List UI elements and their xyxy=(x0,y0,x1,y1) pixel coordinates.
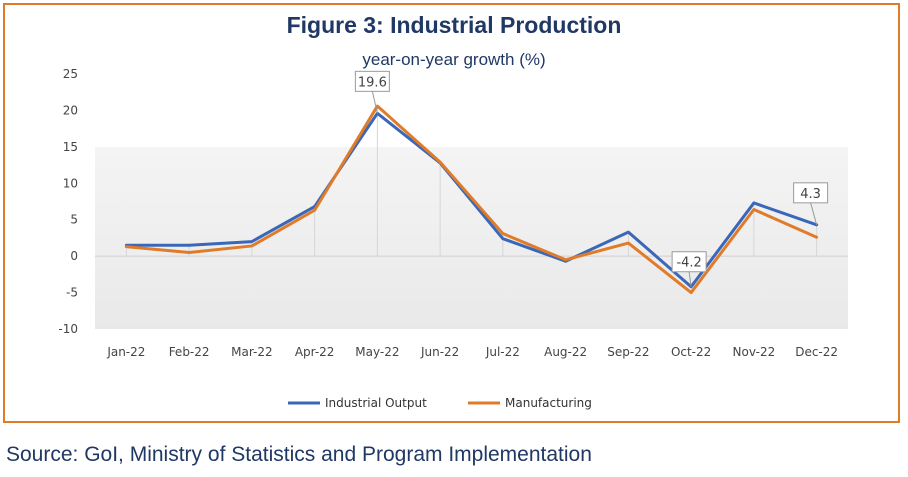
line-chart: 25 20 15 10 5 0 -5 -10 Jan-22 Feb-22 Mar-22 Apr-22… xyxy=(58,67,848,410)
data-label-box xyxy=(354,70,390,92)
x-tick-label: Jun-22 xyxy=(420,345,459,359)
plot-background xyxy=(95,146,848,329)
x-tick-label: Oct-22 xyxy=(671,345,711,359)
series-line-manufacturing xyxy=(124,104,819,295)
x-tick-label: Aug-22 xyxy=(544,345,587,359)
data-label-text: -4.2 xyxy=(676,256,701,271)
data-label-box xyxy=(671,251,707,273)
x-tick-label: Jan-22 xyxy=(106,345,145,359)
data-label-text: 19.6 xyxy=(358,75,387,90)
data-label-text: 4.3 xyxy=(800,187,821,202)
data-label-leader xyxy=(810,202,818,225)
chart-subtitle: year-on-year growth (%) xyxy=(362,50,546,69)
data-label-leader xyxy=(371,91,378,114)
x-tick-label: Apr-22 xyxy=(295,345,335,359)
y-tick-label: 5 xyxy=(70,213,78,227)
x-tick-label: Dec-22 xyxy=(795,345,838,359)
series-line-industrial-output xyxy=(124,111,819,289)
data-label: 4.3 xyxy=(793,182,829,225)
y-tick-label: 25 xyxy=(63,67,78,81)
data-label: 19.6 xyxy=(354,70,390,114)
y-tick-label: 10 xyxy=(63,176,78,190)
data-label: -4.2 xyxy=(671,251,707,287)
y-tick-label: 15 xyxy=(63,140,78,154)
data-label-box xyxy=(793,182,829,204)
x-tick-label: Mar-22 xyxy=(231,345,272,359)
legend-label-industrial-output: Industrial Output xyxy=(325,396,427,410)
x-tick-label: Jul-22 xyxy=(485,345,520,359)
y-tick-label: 0 xyxy=(70,249,78,263)
source-note: Source: GoI, Ministry of Statistics and … xyxy=(6,443,592,466)
x-tick-label: Nov-22 xyxy=(733,345,776,359)
chart-title: Figure 3: Industrial Production xyxy=(286,12,622,38)
x-tick-label: Feb-22 xyxy=(169,345,210,359)
x-tick-label: May-22 xyxy=(355,345,399,359)
y-tick-label: 20 xyxy=(63,103,78,117)
y-tick-label: -5 xyxy=(66,286,78,300)
data-label-leader xyxy=(688,271,692,287)
y-tick-label: -10 xyxy=(58,322,78,336)
x-tick-label: Sep-22 xyxy=(607,345,649,359)
legend-label-manufacturing: Manufacturing xyxy=(505,396,592,410)
